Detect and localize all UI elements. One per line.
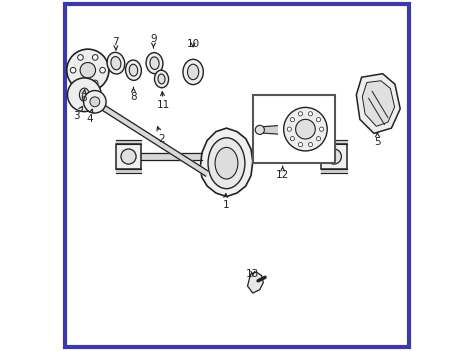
Circle shape	[308, 143, 312, 147]
Polygon shape	[200, 128, 253, 197]
Ellipse shape	[188, 64, 199, 80]
Circle shape	[298, 112, 302, 116]
Circle shape	[78, 55, 83, 60]
Ellipse shape	[326, 149, 341, 164]
Circle shape	[83, 91, 106, 113]
Circle shape	[92, 55, 98, 60]
Ellipse shape	[183, 59, 203, 85]
Text: 12: 12	[276, 166, 289, 180]
Polygon shape	[90, 98, 209, 176]
Text: 13: 13	[246, 269, 259, 279]
Circle shape	[319, 127, 324, 131]
Circle shape	[67, 49, 109, 91]
Ellipse shape	[129, 64, 137, 76]
Ellipse shape	[111, 57, 121, 70]
Circle shape	[298, 143, 302, 147]
Ellipse shape	[208, 138, 245, 188]
Circle shape	[90, 97, 100, 107]
Circle shape	[317, 137, 320, 141]
Bar	[116, 144, 141, 169]
Circle shape	[287, 127, 292, 131]
Circle shape	[78, 80, 83, 86]
Circle shape	[100, 67, 105, 73]
Circle shape	[283, 107, 327, 151]
Ellipse shape	[155, 70, 169, 88]
Bar	[321, 144, 346, 169]
Circle shape	[317, 118, 320, 122]
Polygon shape	[362, 81, 394, 126]
Circle shape	[290, 118, 294, 122]
Text: 4: 4	[86, 109, 93, 124]
Text: 7: 7	[113, 37, 119, 50]
Circle shape	[308, 112, 312, 116]
Ellipse shape	[80, 88, 89, 101]
Circle shape	[70, 67, 76, 73]
Ellipse shape	[126, 60, 141, 80]
Text: 2: 2	[157, 127, 165, 144]
Ellipse shape	[146, 53, 163, 74]
Ellipse shape	[121, 149, 136, 164]
Text: 10: 10	[187, 39, 200, 49]
Ellipse shape	[158, 74, 165, 84]
Circle shape	[67, 78, 101, 112]
Ellipse shape	[215, 147, 238, 179]
Ellipse shape	[150, 57, 159, 69]
Text: 9: 9	[150, 34, 157, 48]
Text: 11: 11	[157, 92, 170, 110]
Circle shape	[290, 137, 294, 141]
Circle shape	[80, 62, 96, 78]
Text: 8: 8	[130, 87, 137, 101]
Text: 5: 5	[374, 133, 381, 147]
Ellipse shape	[107, 52, 125, 74]
Polygon shape	[258, 126, 277, 134]
FancyBboxPatch shape	[65, 4, 409, 347]
Circle shape	[255, 125, 264, 134]
Bar	[253, 95, 335, 163]
Circle shape	[92, 80, 98, 86]
Text: 3: 3	[73, 106, 82, 121]
Text: 1: 1	[222, 193, 229, 210]
Text: 6: 6	[80, 89, 87, 103]
Circle shape	[296, 119, 315, 139]
Polygon shape	[247, 272, 264, 293]
Polygon shape	[356, 74, 400, 133]
